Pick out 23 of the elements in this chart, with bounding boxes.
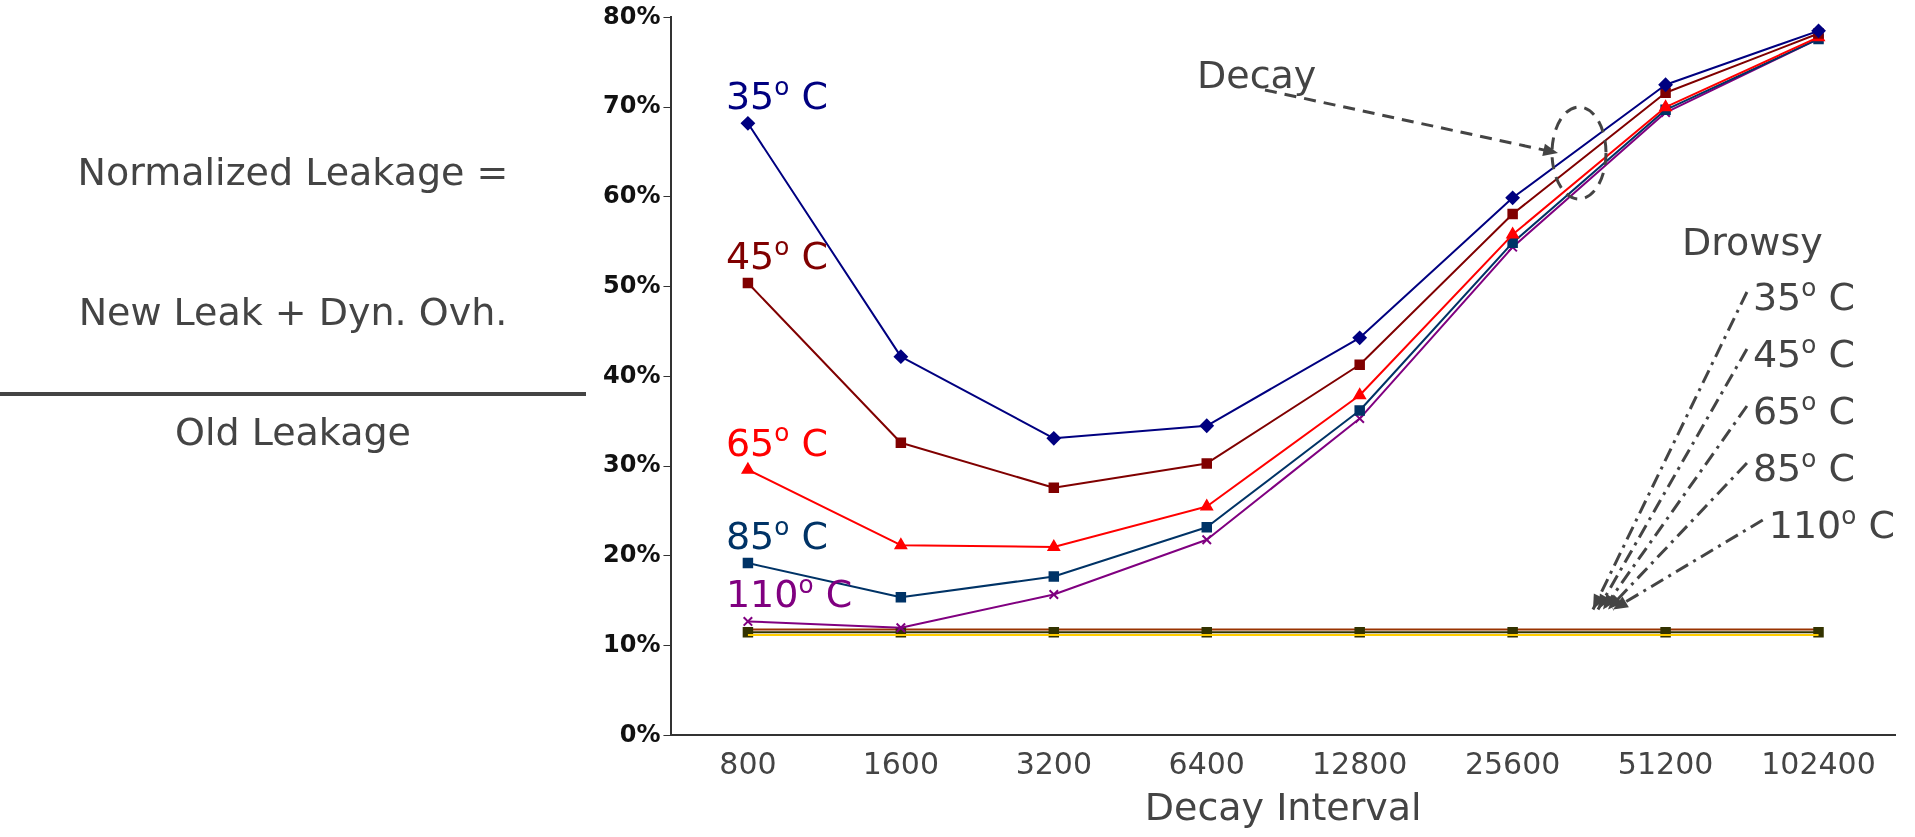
x-tick-label: 12800 — [1311, 746, 1408, 782]
y-tick-label: 0% — [619, 719, 661, 748]
y-tick-label: 80% — [602, 1, 661, 30]
y-tick-label: 30% — [602, 450, 661, 479]
x-axis-title: Decay Interval — [1144, 785, 1422, 830]
x-tick-label: 800 — [719, 746, 777, 782]
y-tick-label: 40% — [602, 360, 661, 389]
y-axis-title: Normalized Leakage = — [76, 150, 510, 194]
x-tick-label: 25600 — [1464, 746, 1561, 782]
y-tick-label: 70% — [602, 91, 661, 120]
y-tick-label: 10% — [602, 629, 661, 658]
annotation: Decay — [1197, 53, 1317, 97]
x-tick-label: 51200 — [1617, 746, 1714, 782]
x-tick-label: 3200 — [1015, 746, 1092, 782]
y-tick-label: 50% — [602, 270, 661, 299]
text: New Leak + Dyn. Ovh. — [77, 290, 509, 334]
x-tick-label: 1600 — [862, 746, 940, 782]
annotation: Drowsy — [1682, 220, 1823, 264]
x-tick-label: 6400 — [1168, 746, 1245, 782]
y-tick-label: 60% — [602, 181, 661, 210]
y-tick-label: 20% — [602, 540, 661, 569]
text: Old Leakage — [174, 410, 412, 454]
x-tick-label: 102400 — [1761, 746, 1876, 782]
